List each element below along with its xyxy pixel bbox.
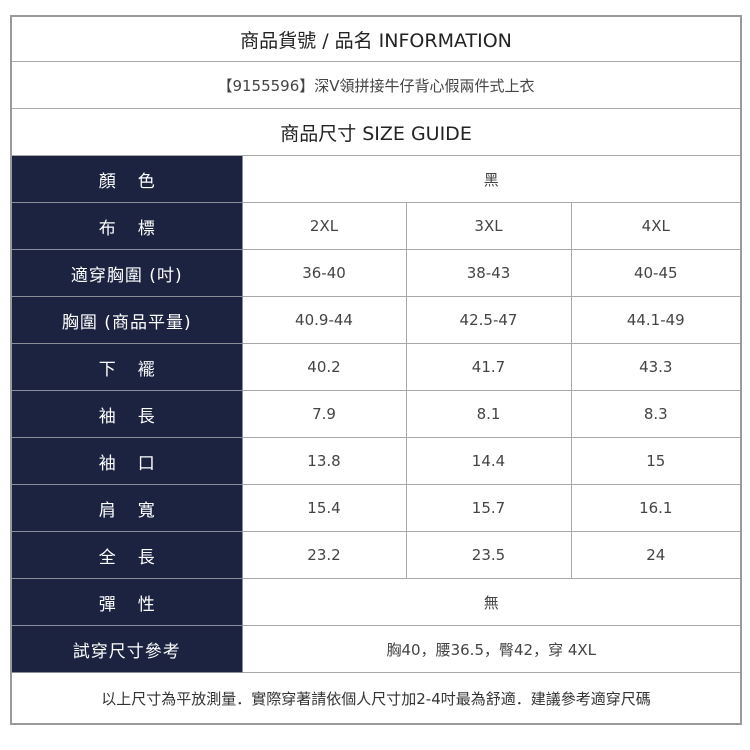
cell: 8.3 [570,390,742,438]
cell: 16.1 [570,484,742,532]
row-label: 袖口 [10,437,243,485]
cell: 13.8 [241,437,407,485]
footer-note: 以上尺寸為平放測量．實際穿著請依個人尺寸加2-4吋最為舒適．建議參考適穿尺碼 [10,672,742,725]
row-length: 全長 23.2 23.5 24 [10,531,742,579]
row-shoulder: 肩寬 15.4 15.7 16.1 [10,484,742,532]
row-sleeve-length: 袖長 7.9 8.1 8.3 [10,390,742,438]
row-label: 全長 [10,531,243,579]
elasticity-value: 無 [241,578,742,626]
cell: 14.4 [405,437,572,485]
cell: 43.3 [570,343,742,391]
row-fit-chest: 適穿胸圍 (吋) 36-40 38-43 40-45 [10,249,742,297]
row-label: 布標 [10,202,243,250]
row-label: 試穿尺寸參考 [10,625,243,673]
row-label: 胸圍 (商品平量) [10,296,243,344]
row-elasticity: 彈性 無 [10,578,742,626]
cell: 36-40 [241,249,407,297]
cell: 40-45 [570,249,742,297]
row-label: 顏色 [10,155,243,203]
row-label: 適穿胸圍 (吋) [10,249,243,297]
cell: 15.7 [405,484,572,532]
size-table: 商品貨號 / 品名 INFORMATION 【9155596】深V領拼接牛仔背心… [10,15,743,725]
cell: 38-43 [405,249,572,297]
cell: 40.2 [241,343,407,391]
cell: 8.1 [405,390,572,438]
row-hem: 下襬 40.2 41.7 43.3 [10,343,742,391]
row-try-on: 試穿尺寸參考 胸40，腰36.5，臀42，穿 4XL [10,625,742,673]
row-label: 彈性 [10,578,243,626]
cell: 2XL [241,202,407,250]
cell: 4XL [570,202,742,250]
row-tag: 布標 2XL 3XL 4XL [10,202,742,250]
size-guide-title: 商品尺寸 SIZE GUIDE [10,108,742,156]
cell: 23.5 [405,531,572,579]
row-chest: 胸圍 (商品平量) 40.9-44 42.5-47 44.1-49 [10,296,742,344]
try-on-value: 胸40，腰36.5，臀42，穿 4XL [241,625,742,673]
color-value: 黑 [241,155,742,203]
cell: 41.7 [405,343,572,391]
cell: 7.9 [241,390,407,438]
cell: 15.4 [241,484,407,532]
cell: 44.1-49 [570,296,742,344]
cell: 24 [570,531,742,579]
product-name: 【9155596】深V領拼接牛仔背心假兩件式上衣 [10,61,742,109]
cell: 40.9-44 [241,296,407,344]
row-label: 肩寬 [10,484,243,532]
cell: 15 [570,437,742,485]
info-title: 商品貨號 / 品名 INFORMATION [10,15,742,62]
row-color: 顏色 黑 [10,155,742,203]
row-label: 袖長 [10,390,243,438]
row-label: 下襬 [10,343,243,391]
cell: 3XL [405,202,572,250]
cell: 42.5-47 [405,296,572,344]
row-cuff: 袖口 13.8 14.4 15 [10,437,742,485]
cell: 23.2 [241,531,407,579]
